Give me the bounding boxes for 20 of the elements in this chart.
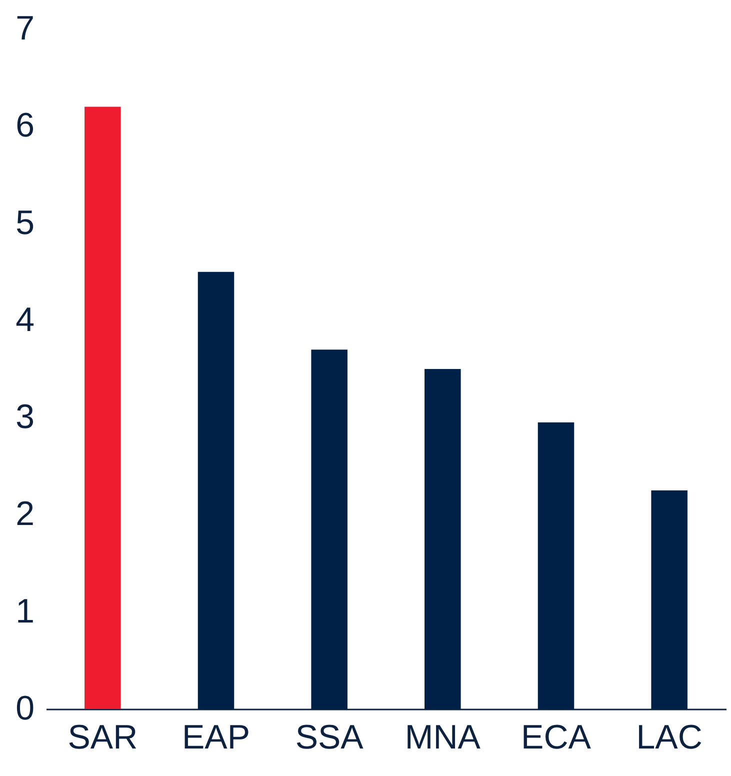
y-tick-label: 6 [16,106,34,145]
y-tick-label: 5 [16,204,34,242]
y-tick-label: 2 [16,495,34,534]
x-tick-label: SSA [295,718,364,756]
bar [84,106,121,709]
y-tick-label: 4 [16,300,34,339]
y-tick-label: 1 [16,592,34,630]
y-tick-label: 0 [16,690,34,728]
x-tick-label: SAR [68,718,138,756]
bar [538,422,574,709]
x-tick-label: ECA [521,718,592,756]
bar [311,350,348,709]
bar [198,272,234,709]
bar [651,490,688,709]
x-tick-label: LAC [636,718,702,756]
y-tick-label: 7 [16,10,34,48]
bar [424,369,461,709]
x-tick-label: EAP [182,718,250,756]
y-tick-label: 3 [16,398,34,436]
x-tick-label: MNA [404,718,481,756]
